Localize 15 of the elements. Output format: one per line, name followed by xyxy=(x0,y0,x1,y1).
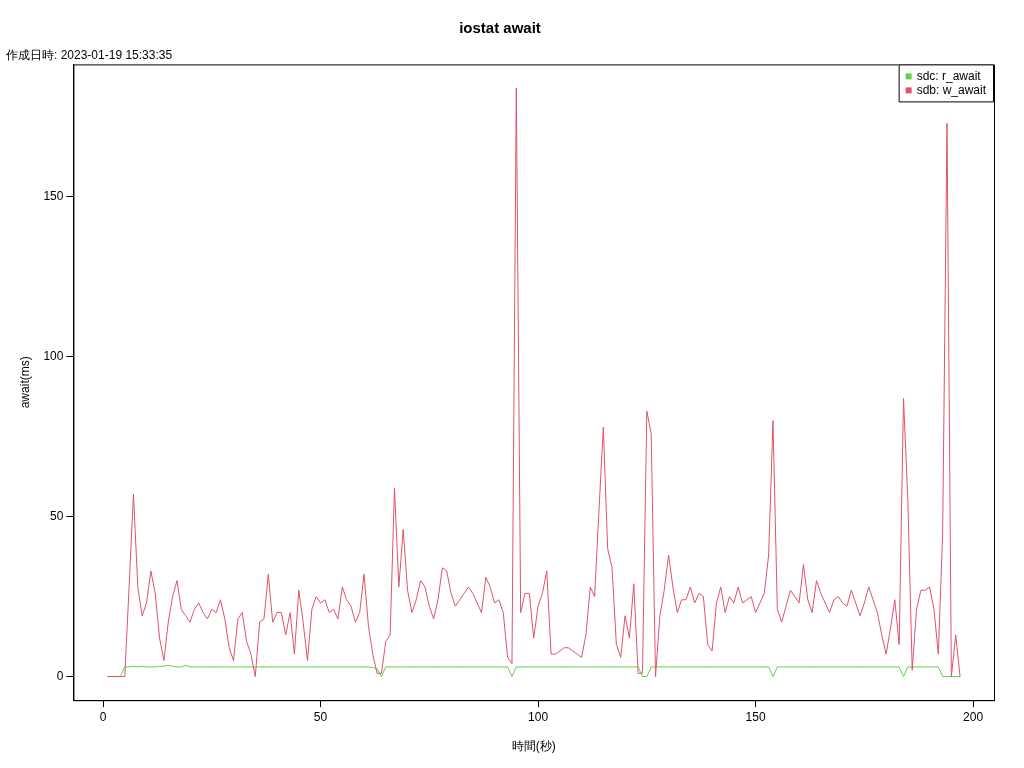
legend-label: sdc: r_await xyxy=(916,68,982,83)
x-tick-label: 150 xyxy=(745,709,766,724)
y-axis-title: await(ms) xyxy=(17,356,32,409)
chart-subtitle: 作成日時: 2023-01-19 15:33:35 xyxy=(5,47,173,62)
x-tick-label: 200 xyxy=(963,709,984,724)
chart-title: iostat await xyxy=(459,19,541,37)
y-tick-label: 0 xyxy=(56,668,64,683)
y-tick-label: 150 xyxy=(43,189,64,204)
x-axis-title: 時間(秒) xyxy=(511,739,556,754)
y-tick-label: 50 xyxy=(50,508,64,523)
y-tick-label: 100 xyxy=(43,349,64,364)
x-tick-label: 100 xyxy=(528,709,549,724)
x-tick-label: 50 xyxy=(313,709,328,724)
legend-label: sdb: w_await xyxy=(916,82,987,97)
x-tick-label: 0 xyxy=(99,709,107,724)
